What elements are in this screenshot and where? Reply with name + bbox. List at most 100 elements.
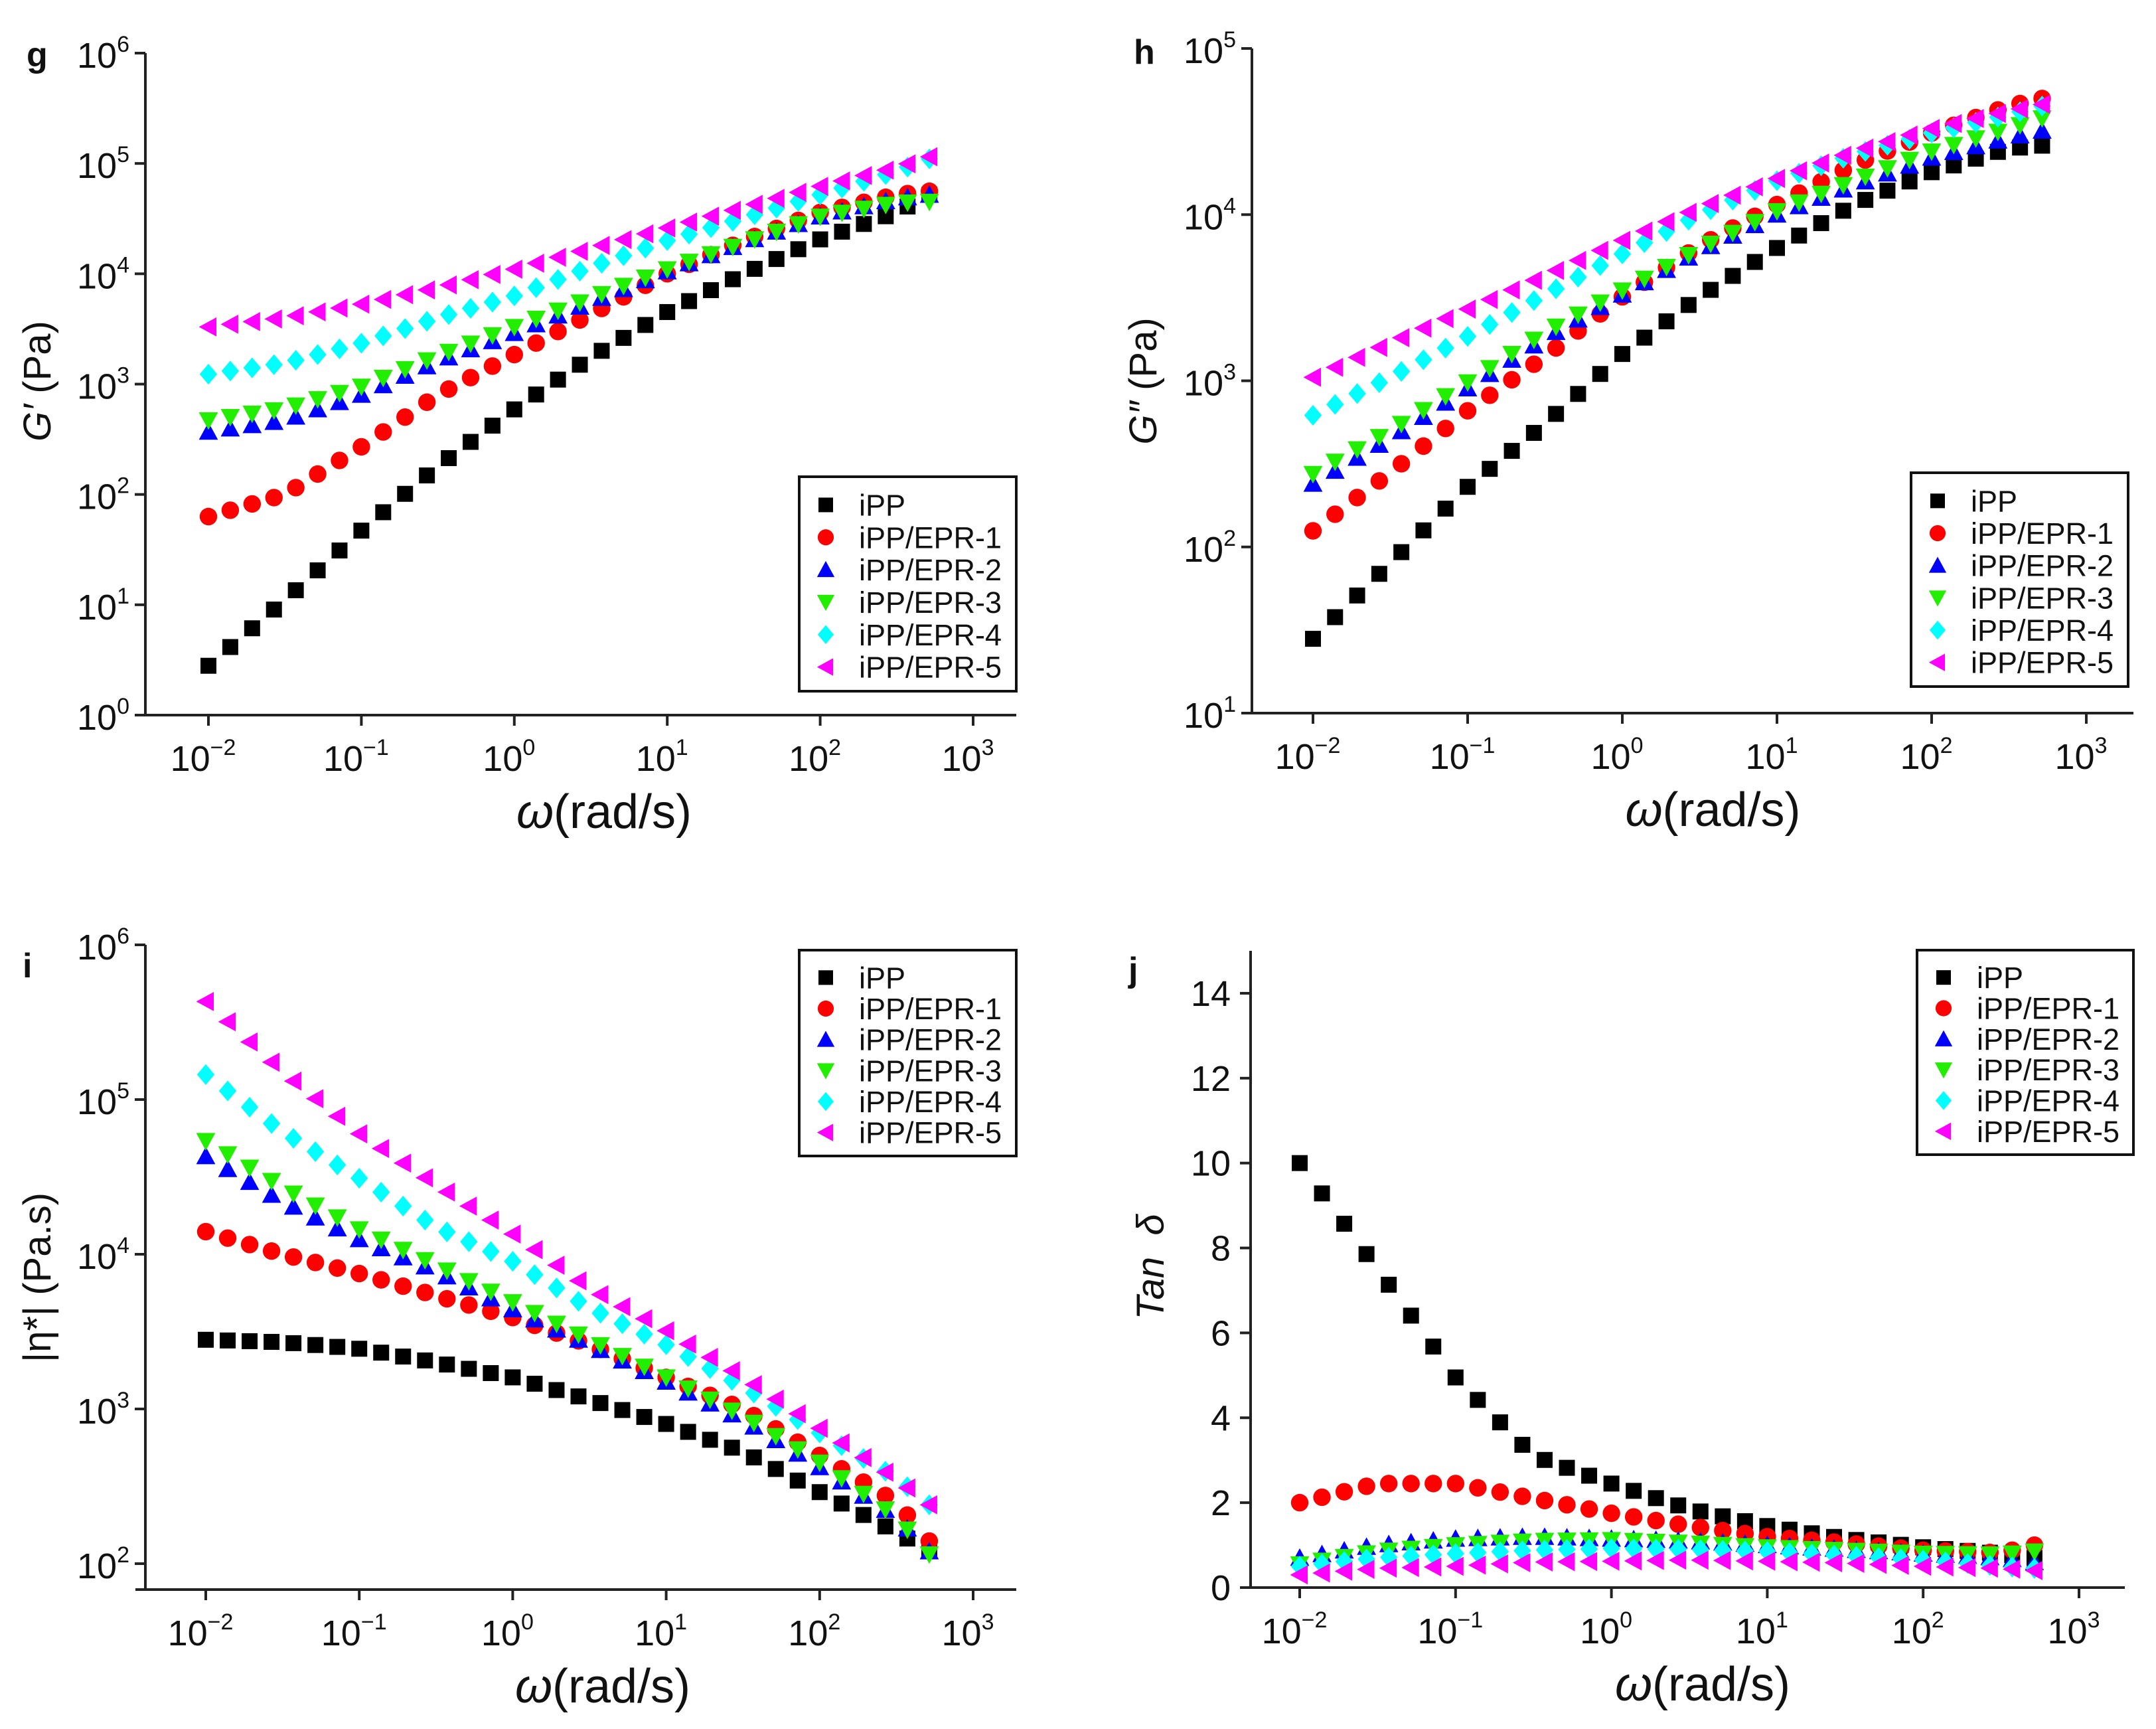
data-point (1548, 406, 1565, 422)
data-point (854, 201, 874, 218)
tick-base: 10 (1184, 197, 1223, 237)
circle-marker-icon (1929, 525, 1946, 542)
data-point (635, 224, 654, 244)
data-point (461, 270, 479, 289)
data-point (723, 238, 743, 257)
tick-base: 10 (77, 1082, 117, 1122)
tick-exponent: 0 (1631, 733, 1644, 758)
data-point (658, 230, 676, 251)
data-point (1371, 566, 1387, 582)
data-point (372, 1271, 390, 1289)
tick-exponent: 3 (2095, 733, 2108, 758)
panel-label: i (23, 947, 32, 985)
data-point (832, 1433, 850, 1453)
tick-base: 10 (1184, 31, 1223, 71)
triangle-up-marker-icon (1928, 556, 1947, 573)
data-point (2033, 110, 2052, 128)
data-point (1303, 367, 1321, 387)
data-point (1513, 1553, 1531, 1572)
data-point (1369, 429, 1389, 447)
legend-box (1910, 471, 2129, 688)
data-point (242, 312, 260, 331)
data-point (352, 438, 370, 456)
data-point (744, 1375, 762, 1394)
data-point (832, 1470, 852, 1488)
tick-base: 10 (1430, 737, 1470, 777)
data-point (1391, 416, 1411, 434)
y-tick-label: 102 (77, 473, 129, 517)
legend-item: iPP/EPR-4 (1929, 614, 2114, 647)
data-point (1668, 1550, 1687, 1570)
x-tick-label: 10−2 (171, 735, 236, 779)
data-point (569, 1271, 587, 1291)
data-point (2033, 121, 2052, 139)
data-point (1503, 443, 1520, 459)
tick-base: 10 (323, 739, 363, 779)
data-point (1402, 1545, 1420, 1567)
data-point (305, 1089, 324, 1109)
data-point (1679, 203, 1697, 222)
tick-exponent: 3 (117, 363, 129, 388)
data-point (1547, 278, 1565, 299)
data-point (1624, 1551, 1642, 1571)
tick-exponent: 2 (1940, 733, 1953, 758)
data-point (591, 1303, 609, 1324)
data-point (723, 201, 741, 220)
data-point (483, 264, 501, 284)
data-point (1326, 394, 1344, 415)
x-axis-unit: (rad/s) (554, 785, 692, 839)
data-point (266, 602, 282, 618)
data-point (571, 311, 589, 329)
y-tick-label: 106 (77, 32, 129, 76)
data-point (393, 1153, 412, 1173)
tick-base: 14 (1191, 974, 1231, 1014)
data-point (1833, 177, 1853, 195)
x-tick-label: 10−1 (1430, 733, 1496, 777)
y-axis-unit: (Pa) (16, 321, 59, 404)
data-point (1780, 1542, 1799, 1564)
data-point (810, 177, 828, 197)
data-point (635, 269, 655, 288)
data-point (548, 1382, 565, 1398)
data-point (1292, 1155, 1308, 1171)
data-point (701, 206, 720, 226)
data-point (1557, 1552, 1575, 1572)
legend-label: iPP (859, 961, 905, 995)
data-point (306, 1254, 325, 1272)
data-point (242, 1333, 258, 1349)
data-point (1612, 282, 1632, 300)
tick-exponent: 0 (521, 1609, 534, 1635)
y-tick-label: 104 (77, 1233, 129, 1277)
tick-base: 6 (1211, 1313, 1231, 1353)
data-point (526, 1375, 543, 1392)
data-point (1691, 1539, 1709, 1560)
data-point (1524, 331, 1544, 349)
data-point (462, 434, 479, 450)
tick-exponent: −1 (361, 1609, 387, 1635)
data-point (286, 407, 306, 425)
data-point (745, 1382, 763, 1404)
data-point (1447, 1369, 1464, 1386)
data-point (1703, 282, 1719, 298)
data-point (484, 418, 501, 434)
diamond-marker-icon (817, 1092, 834, 1112)
data-point (812, 231, 828, 248)
data-point (919, 1495, 937, 1515)
tick-base: 10 (483, 739, 522, 779)
data-point (1624, 1508, 1643, 1526)
data-point (287, 349, 305, 371)
data-point (353, 523, 370, 539)
legend-item: iPP (818, 488, 905, 522)
legend-item: iPP/EPR-4 (817, 618, 1002, 652)
data-point (504, 319, 524, 337)
data-point (285, 1335, 302, 1351)
data-point (461, 1360, 477, 1377)
data-point (1470, 1392, 1486, 1408)
data-point (1290, 1565, 1308, 1585)
data-point (570, 1388, 587, 1405)
data-point (503, 1224, 521, 1244)
data-point (1714, 1521, 1732, 1540)
tick-base: 10 (1736, 1611, 1776, 1651)
data-point (1535, 1491, 1554, 1510)
